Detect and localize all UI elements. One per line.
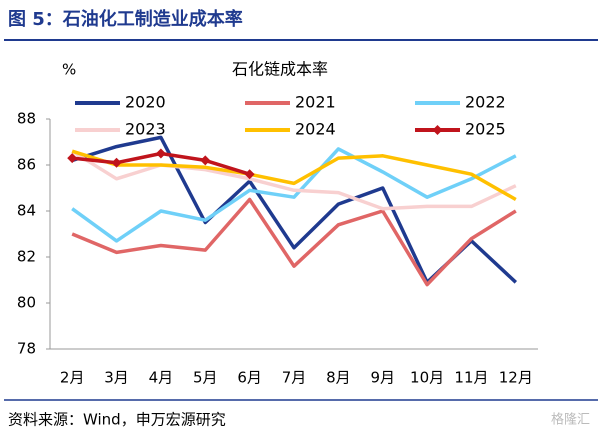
- legend-label: 2023: [125, 120, 166, 139]
- y-tick-label: 80: [17, 294, 36, 312]
- chart-title: 图 5：石油化工制造业成本率: [8, 8, 243, 30]
- y-tick-label: 82: [17, 248, 36, 266]
- marker: [244, 169, 255, 180]
- x-tick-label: 4月: [149, 369, 174, 387]
- y-axis-label: %: [62, 61, 76, 79]
- y-tick-label: 84: [17, 202, 36, 220]
- subtitle: 石化链成本率: [232, 60, 328, 79]
- marker: [67, 153, 78, 164]
- legend-label: 2025: [465, 120, 506, 139]
- x-tick-label: 12月: [499, 369, 533, 387]
- x-tick-label: 11月: [454, 369, 488, 387]
- y-tick-label: 88: [17, 110, 36, 128]
- legend-label: 2022: [465, 93, 506, 112]
- y-tick-label: 78: [17, 340, 36, 358]
- x-tick-label: 10月: [410, 369, 444, 387]
- source: 资料来源：Wind，申万宏源研究: [8, 411, 226, 429]
- legend-label: 2024: [295, 120, 336, 139]
- x-tick-label: 9月: [370, 369, 395, 387]
- y-tick-label: 86: [17, 156, 36, 174]
- watermark: 格隆汇: [551, 412, 590, 428]
- series-line: [71, 147, 517, 243]
- x-tick-label: 7月: [282, 369, 307, 387]
- marker: [111, 157, 122, 168]
- legend-label: 2020: [125, 93, 166, 112]
- marker: [200, 155, 211, 166]
- series-line: [71, 149, 517, 202]
- x-tick-label: 2月: [60, 369, 85, 387]
- legend-marker: [432, 125, 443, 135]
- x-tick-label: 5月: [193, 369, 218, 387]
- x-tick-label: 8月: [326, 369, 351, 387]
- x-tick-label: 6月: [237, 369, 262, 387]
- marker: [155, 148, 166, 159]
- x-tick-label: 3月: [104, 369, 129, 387]
- legend-label: 2021: [295, 93, 336, 112]
- series-line: [71, 197, 517, 287]
- series-line: [71, 149, 517, 211]
